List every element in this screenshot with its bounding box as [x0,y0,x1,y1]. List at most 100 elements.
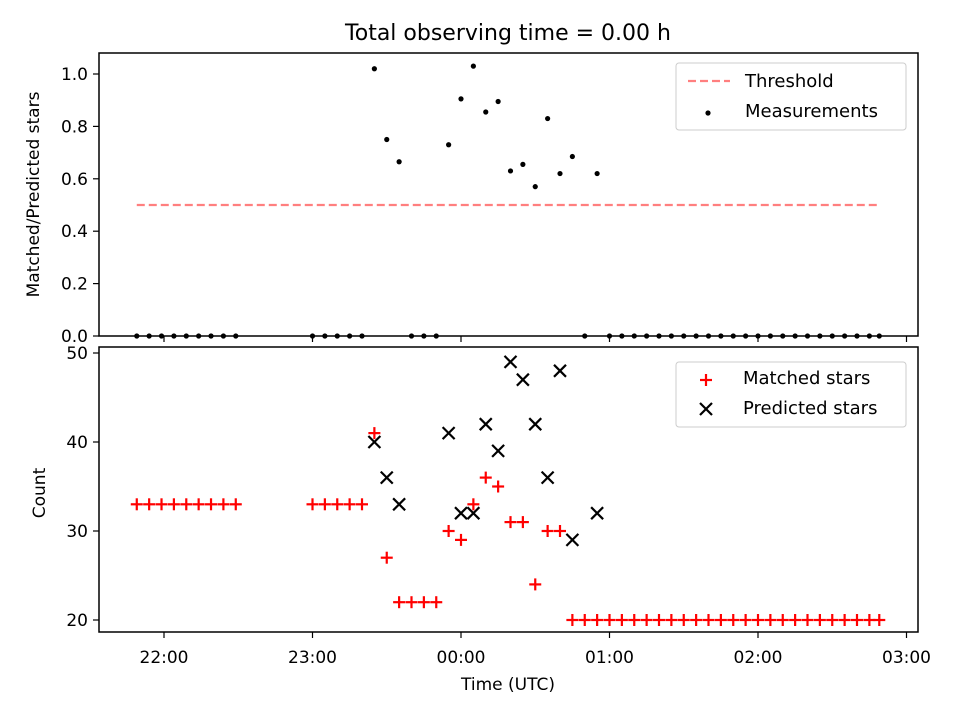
matched-star-point [541,525,554,537]
bottom-ytick-label: 30 [66,522,88,542]
matched-star-point [640,614,653,626]
predicted-star-point [491,444,505,458]
top-ytick-label: 0.0 [61,327,88,347]
legend-predicted-swatch [699,402,713,416]
matched-star-point [217,498,230,511]
plot-bottom: 20 30 40 50 22:00 23:00 00:00 01:00 02:00 03:00 C… [30,344,931,695]
matched-star-point [455,533,467,546]
matched-star-point [155,498,168,511]
predicted-star-point [466,506,481,520]
matched-star-point [714,614,727,626]
predicted-star-stroke-b [379,470,394,485]
top-axes-frame [98,52,919,337]
top-legend-box [675,62,907,131]
predicted-star-stroke-b [466,506,481,520]
bottom-xtick-label: 03:00 [882,648,931,668]
matched-star-point [653,614,665,626]
predicted-star-point [392,497,406,512]
matched-star-point [143,498,156,511]
matched-star-point [764,614,777,626]
matched-star-point [677,614,690,626]
measurement-point [520,161,526,167]
matched-star-point [479,471,492,484]
measurement-point [545,115,551,122]
matched-star-point [205,498,218,511]
predicted-star-point [565,533,580,547]
matched-star-point [838,614,851,626]
top-ytick-label: 0.4 [61,222,88,242]
predicted-star-stroke-b [454,506,468,520]
bottom-axes-frame [98,346,919,633]
matched-star-point [566,614,579,626]
measurement-point [483,109,489,115]
matched-star-point [516,516,529,529]
matched-star-point [130,498,143,511]
bottom-xtick-label: 01:00 [585,648,634,668]
plot-top: 0.0 0.2 0.4 0.6 0.8 1.0 Matched/Predicted sta… [24,52,919,347]
bottom-xlabel: Time (UTC) [460,675,555,695]
matched-star-point [442,525,455,537]
top-ytick-label: 0.8 [61,117,88,137]
matched-star-point [873,614,886,626]
bottom-xtick-label: 02:00 [734,648,783,668]
matched-star-point [380,551,393,564]
measurement-point [495,98,501,105]
predicted-star-stroke-b [491,444,505,458]
predicted-star-stroke-b [528,417,543,431]
legend-matched-label: Matched stars [743,368,870,389]
predicted-star-point [379,470,394,485]
measurement-point [557,170,563,177]
predicted-star-stroke-b [590,506,604,520]
matched-star-point [343,498,356,511]
legend-measurements-label: Measurements [745,101,878,122]
matched-star-point [801,614,814,626]
matched-star-point [554,525,566,537]
top-ytick-label: 1.0 [61,65,88,85]
matched-star-point [615,614,628,626]
predicted-star-point [441,426,456,440]
matched-star-point [529,578,542,591]
matched-star-point [467,498,480,511]
matched-star-point [405,596,418,609]
bottom-xtick-label: 22:00 [140,648,189,668]
matched-star-point [776,614,789,626]
matched-star-point [417,596,430,609]
bottom-xtick-label: 00:00 [437,648,486,668]
bottom-ytick-label: 40 [66,433,88,453]
predicted-star-stroke-b [565,533,580,547]
measurement-point [470,63,476,69]
predicted-star-stroke-b [553,364,567,378]
matched-star-point [192,498,205,511]
bottom-legend: Matched stars Predicted stars [675,361,907,428]
predicted-star-point [503,355,518,369]
chart-title: Total observing time = 0.00 h [344,21,671,46]
predicted-star-stroke-b [540,470,555,485]
matched-star-point [504,516,517,529]
top-ytick-label: 0.2 [61,275,88,295]
measurement-point [532,184,538,190]
matched-star-point [826,614,839,626]
matched-star-point [603,614,616,626]
predicted-star-point [590,506,604,520]
matched-star-point [690,614,703,626]
bottom-marks [130,355,886,626]
matched-star-point [318,498,331,511]
matched-star-point [368,427,381,440]
measurement-point [458,96,464,102]
predicted-star-stroke-b [367,435,382,449]
matched-star-point [591,614,604,626]
bottom-ylabel: Count [30,467,50,518]
matched-star-point [628,614,641,626]
bottom-ticks: 20 30 40 50 22:00 23:00 00:00 01:00 02:00 03:00 [66,344,931,668]
matched-star-point [430,596,443,609]
measurement-point [446,142,452,148]
predicted-star-point [528,417,543,431]
matched-star-point [739,614,752,626]
measurement-point [384,136,390,143]
predicted-star-point [454,506,468,520]
top-ytick-label: 0.6 [61,170,88,190]
measurement-point [371,66,377,72]
top-ticks: 0.0 0.2 0.4 0.6 0.8 1.0 [61,65,908,347]
predicted-star-stroke-b [503,355,518,369]
